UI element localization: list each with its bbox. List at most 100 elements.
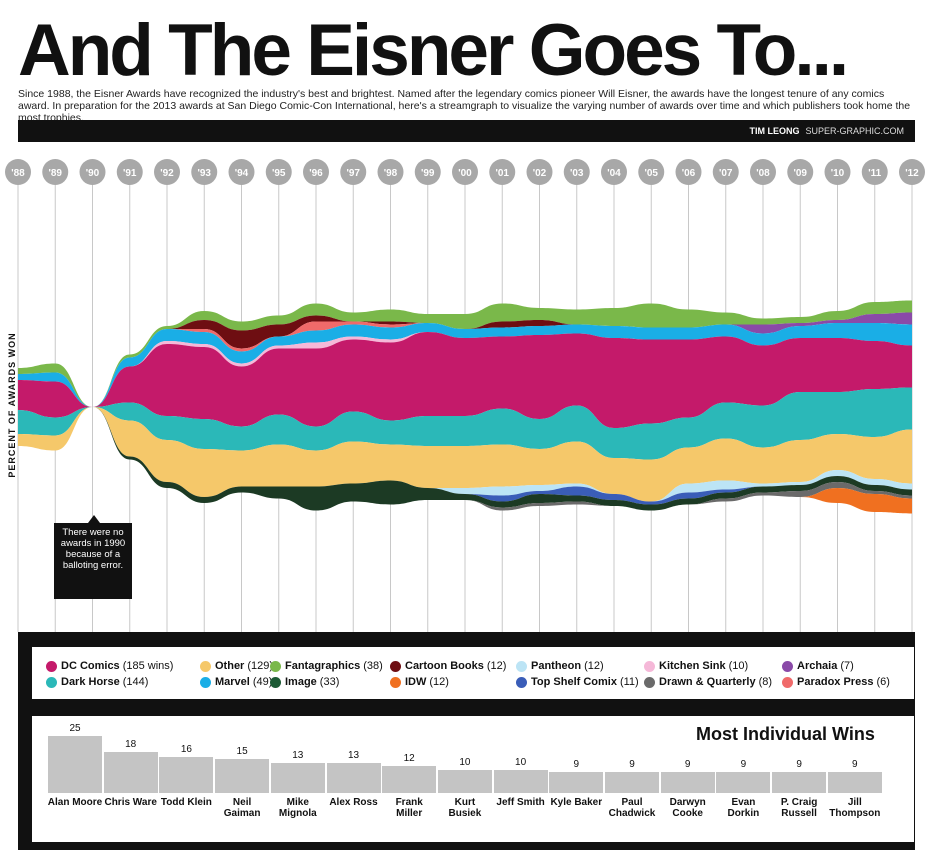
- wins-value: 9: [629, 759, 635, 771]
- legend-item: Other (129): [200, 660, 273, 672]
- legend-item: IDW (12): [390, 676, 449, 688]
- year-badge: '03: [563, 159, 590, 185]
- wins-bar: [437, 770, 492, 793]
- year-badge-circle: [191, 159, 218, 185]
- wins-bar: [382, 765, 437, 793]
- year-badge: '88: [5, 159, 31, 185]
- wins-bar: [660, 772, 715, 793]
- legend-label: Kitchen Sink: [659, 660, 726, 672]
- legend-item: Kitchen Sink (10): [644, 660, 748, 672]
- author-name: TIM LEONG: [749, 126, 800, 136]
- legend-label: Fantagraphics: [285, 660, 361, 672]
- year-label: '95: [272, 168, 286, 179]
- year-badge-circle: [787, 159, 814, 185]
- legend-count: (7): [840, 660, 854, 672]
- legend-count: (49): [252, 676, 273, 688]
- legend-label: Pantheon: [531, 660, 582, 672]
- year-label: '10: [831, 168, 845, 179]
- year-badge: '01: [489, 159, 516, 185]
- legend-swatch: [390, 676, 401, 688]
- year-badge-circle: [824, 159, 851, 185]
- wins-name: Kyle Baker: [550, 797, 603, 808]
- wins-name: Alex Ross: [329, 797, 378, 808]
- wins-value: 13: [347, 750, 360, 762]
- year-badge: '96: [303, 159, 329, 185]
- no-awards-note: There were no awards in 1990 because of …: [54, 515, 132, 599]
- stream-dark-horse: [18, 387, 912, 460]
- wins-name: Frank Miller: [395, 797, 423, 819]
- wins-name: P. Craig Russell: [780, 797, 818, 819]
- intro-text: Since 1988, the Eisner Awards have recog…: [18, 88, 911, 124]
- legend-swatch: [200, 660, 211, 672]
- year-badge-circle: [601, 159, 627, 185]
- year-badge-circle: [899, 159, 925, 185]
- year-badge-circle: [526, 159, 553, 185]
- year-badge: '08: [750, 159, 776, 185]
- site-link[interactable]: SUPER-GRAPHIC.COM: [805, 126, 904, 136]
- year-label: '90: [86, 168, 100, 179]
- wins-value: 16: [180, 743, 192, 755]
- legend-count: (185 wins): [122, 660, 174, 672]
- wins-bar: [326, 763, 381, 793]
- year-badge-circle: [340, 159, 367, 185]
- year-label: '88: [11, 168, 25, 179]
- stream-marvel: [18, 323, 912, 407]
- stream-other: [18, 407, 912, 502]
- year-label: '00: [458, 168, 472, 179]
- wins-bar: [159, 756, 214, 793]
- wins-name: Jeff Smith: [496, 797, 545, 808]
- legend-label: Dark Horse: [61, 676, 120, 688]
- year-label: '04: [607, 168, 621, 179]
- wins-bar: [549, 772, 604, 793]
- stream-cartoon-books: [18, 312, 912, 407]
- year-label: '94: [235, 168, 249, 179]
- legend-swatch: [516, 676, 527, 688]
- year-badge-circle: [377, 159, 404, 185]
- wins-value: 10: [459, 757, 471, 769]
- legend-item: Pantheon (12): [516, 660, 604, 672]
- legend-label: Marvel: [215, 676, 250, 688]
- year-badge-circle: [563, 159, 590, 185]
- legend-swatch: [644, 660, 655, 672]
- wins-bar: [716, 772, 771, 793]
- year-badge: '10: [824, 159, 851, 185]
- year-label: '02: [533, 168, 547, 179]
- legend-swatch: [270, 660, 281, 672]
- year-badge: '90: [79, 159, 106, 185]
- year-badge: '95: [265, 159, 292, 185]
- year-badge-circle: [303, 159, 329, 185]
- legend-label: Other: [215, 660, 245, 672]
- credit: TIM LEONG SUPER-GRAPHIC.COM: [749, 126, 904, 136]
- year-label: '11: [868, 168, 881, 179]
- year-badge: '91: [116, 159, 143, 185]
- year-badge: '94: [228, 159, 255, 185]
- wins-value: 13: [292, 750, 304, 762]
- year-label: '08: [756, 168, 770, 179]
- wins-name: Alan Moore: [47, 797, 103, 808]
- year-label: '03: [570, 168, 584, 179]
- wins-bar: [215, 758, 270, 793]
- year-badge-circle: [79, 159, 106, 185]
- wins-value: 9: [852, 759, 858, 771]
- year-badge-circle: [750, 159, 776, 185]
- legend-count: (144): [122, 676, 149, 688]
- year-label: '96: [309, 168, 323, 179]
- year-badge: '98: [377, 159, 404, 185]
- legend-swatch: [200, 676, 211, 688]
- legend-count: (10): [728, 660, 749, 672]
- legend-swatch: [644, 676, 655, 688]
- wins-name: Kurt Busiek: [448, 797, 482, 819]
- year-label: '99: [421, 168, 435, 179]
- year-badge: '11: [861, 159, 888, 185]
- year-badge-circle: [116, 159, 143, 185]
- wins-value: 18: [125, 738, 137, 750]
- year-badge-circle: [675, 159, 702, 185]
- legend: DC Comics (185 wins) Dark Horse (144) Other(…: [32, 647, 914, 699]
- y-axis-label: PERCENT OF AWARDS WON: [7, 332, 17, 478]
- year-label: '12: [905, 168, 919, 179]
- legend-label: Paradox Press: [797, 676, 874, 688]
- wins-name: Todd Klein: [160, 797, 212, 808]
- wins-name: Darwyn Cooke: [669, 797, 706, 819]
- wins-bar: [48, 736, 102, 793]
- wins-bar: [270, 763, 325, 793]
